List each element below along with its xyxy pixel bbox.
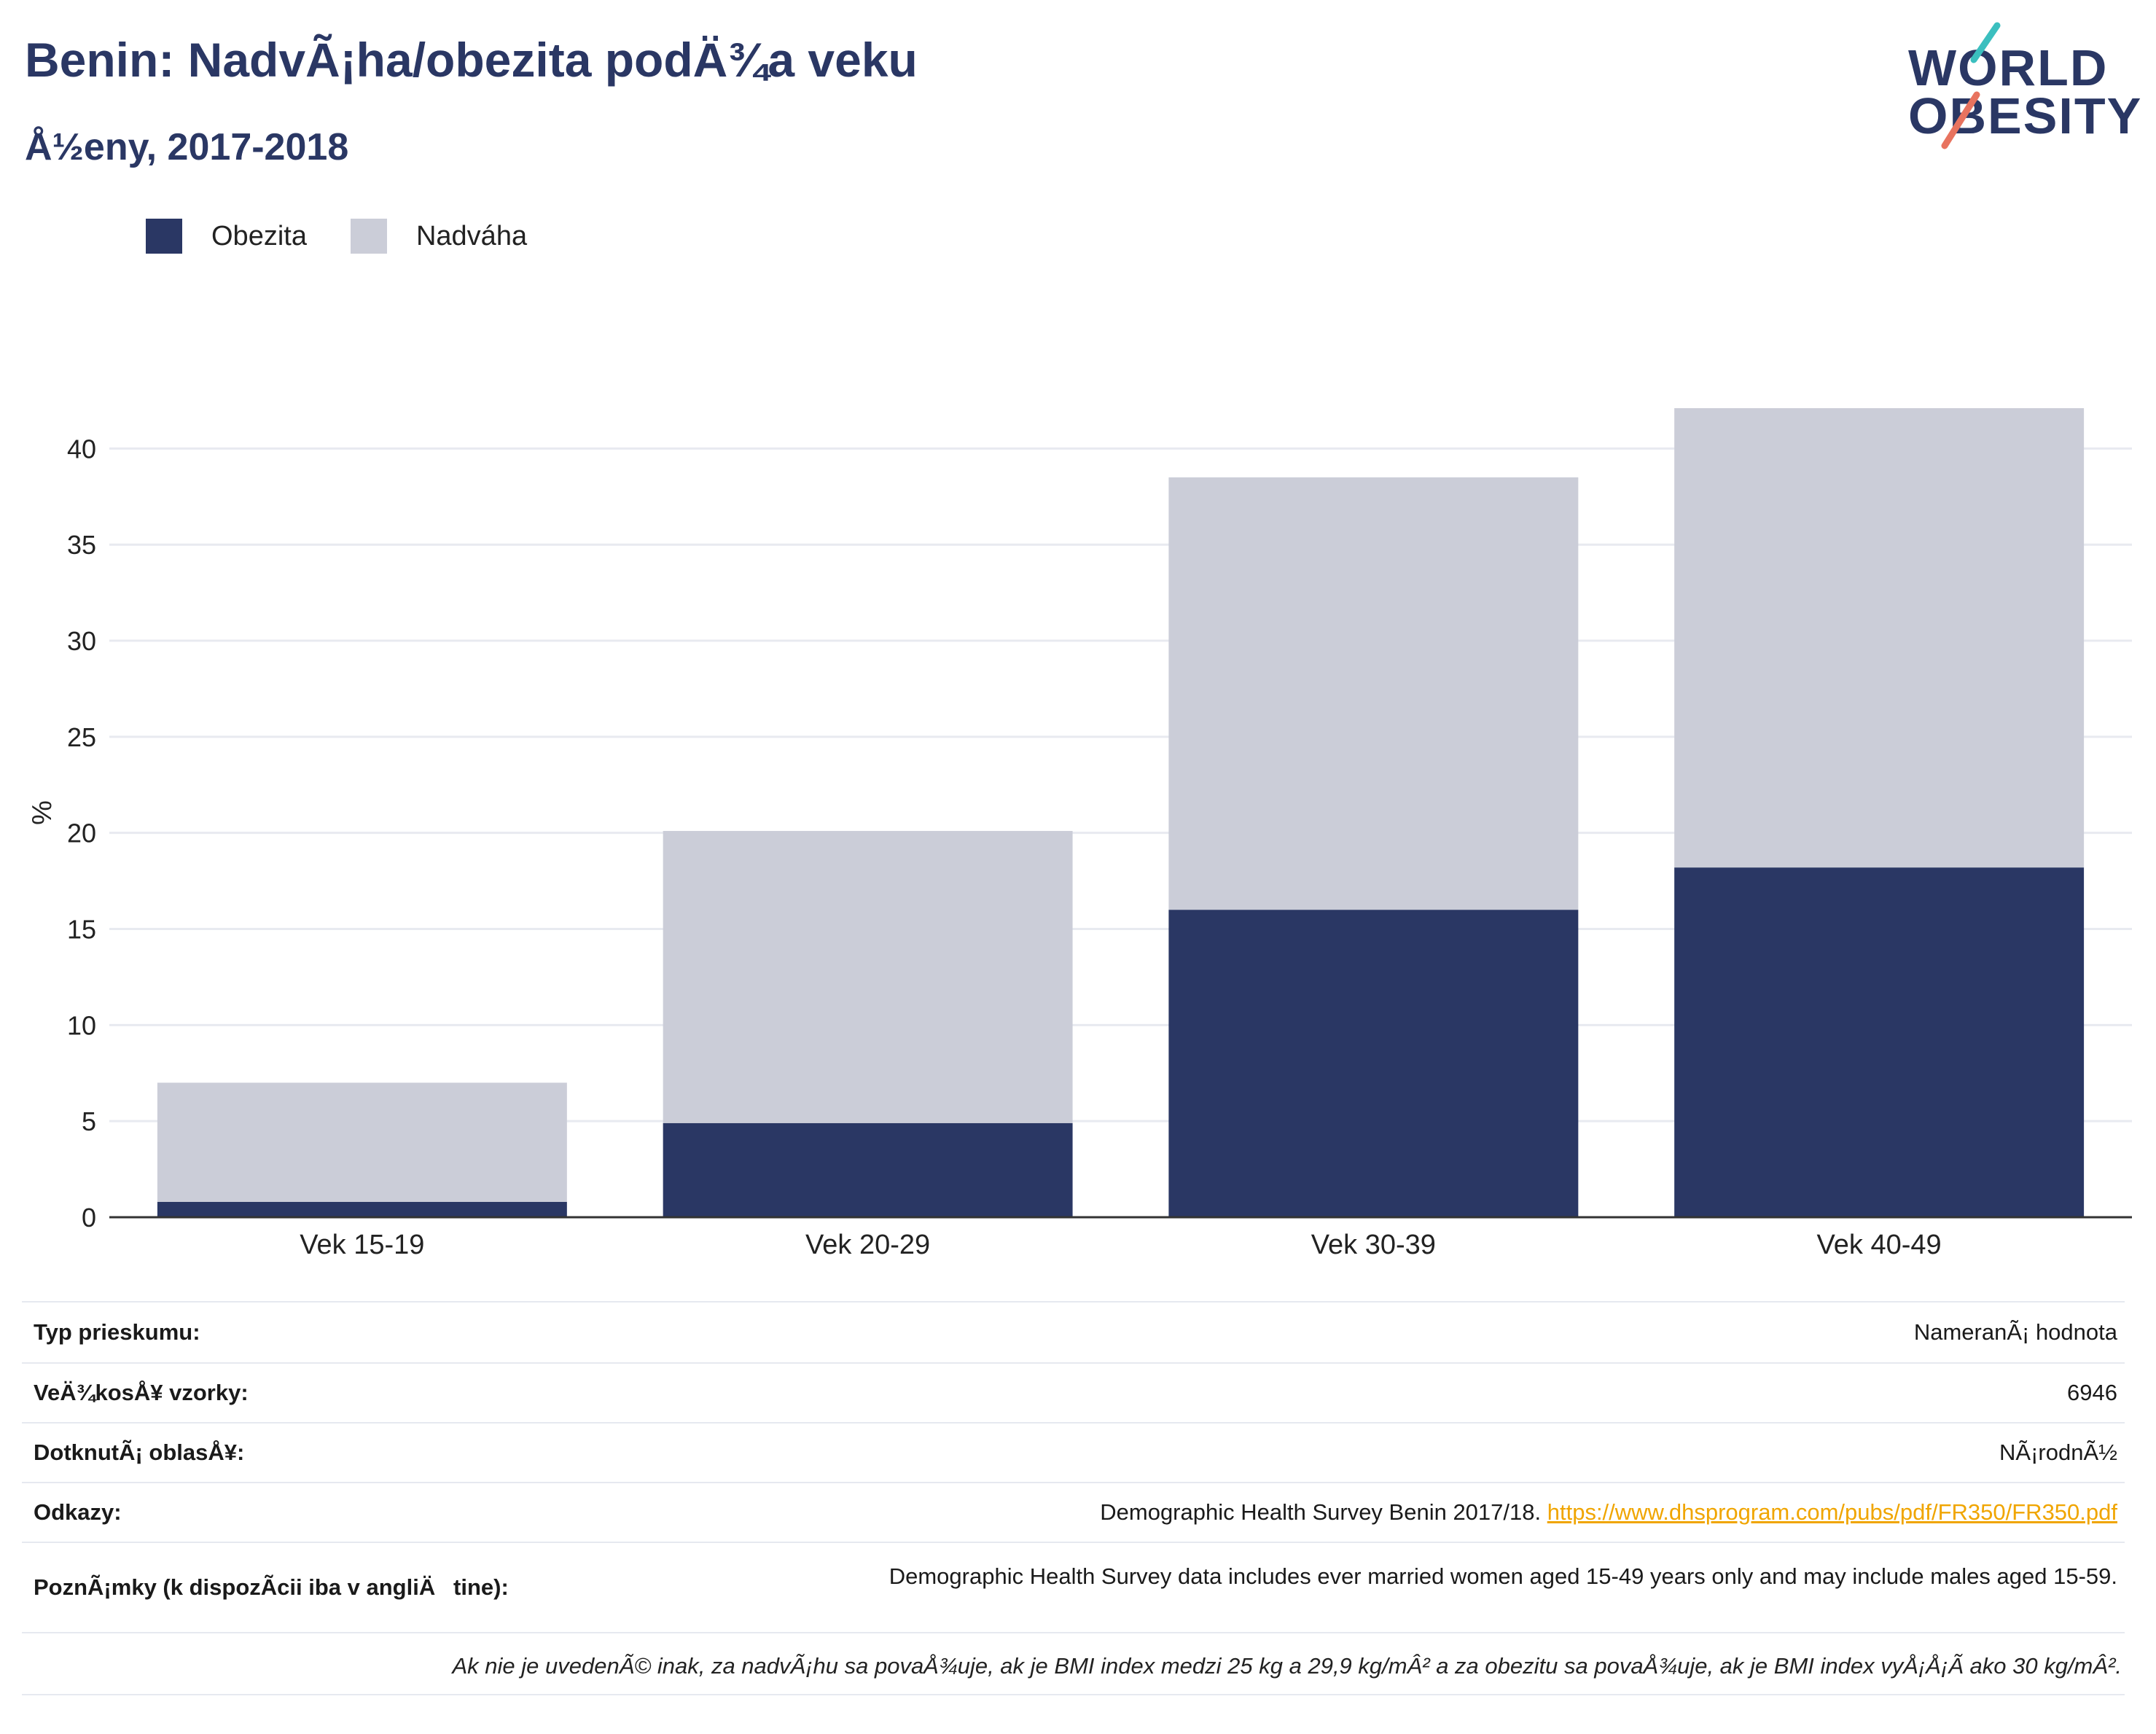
bar-obezita-1 — [157, 1201, 567, 1217]
info-row-area: DotknutÃ¡ oblasÅ¥: NÃ¡rodnÃ½ — [22, 1423, 2125, 1483]
page-subtitle: Å½eny, 2017-2018 — [25, 126, 349, 168]
x-tick-label: Vek 30-39 — [1311, 1230, 1436, 1260]
page-title: Benin: NadvÃ¡ha/obezita podÄ¾a veku — [25, 33, 918, 87]
x-tick-label: Vek 40-49 — [1817, 1230, 1942, 1260]
info-value: NÃ¡rodnÃ½ — [544, 1423, 2125, 1483]
info-row-references: Odkazy: Demographic Health Survey Benin … — [22, 1483, 2125, 1543]
bar-obezita-4 — [1674, 867, 2085, 1217]
logo-line-1: WORLD — [1908, 39, 2109, 96]
y-tick-label: 35 — [67, 530, 96, 560]
legend-swatch-nadvaha — [350, 219, 387, 254]
x-tick-label: Vek 15-19 — [300, 1230, 424, 1260]
y-tick-label: 0 — [82, 1203, 96, 1233]
info-row-sample-size: VeÄ¾kosÅ¥ vzorky: 6946 — [22, 1363, 2125, 1423]
logo-slash-icon — [1941, 22, 2001, 149]
bar-nadvha-3 — [1168, 477, 1579, 910]
info-value: Demographic Health Survey Benin 2017/18.… — [544, 1483, 2125, 1543]
bar-nadvha-2 — [663, 831, 1073, 1123]
y-tick-label: 5 — [82, 1106, 96, 1136]
legend-label-obezita: Obezita — [211, 220, 307, 251]
y-tick-label: 25 — [67, 722, 96, 752]
x-tick-label: Vek 20-29 — [805, 1230, 930, 1260]
info-row-notes: PoznÃ¡mky (k dispozÃ­cii iba v angliÄti… — [22, 1542, 2125, 1633]
bar-obezita-2 — [663, 1122, 1073, 1217]
reference-link[interactable]: https://www.dhsprogram.com/pubs/pdf/FR35… — [1547, 1499, 2117, 1525]
info-value: 6946 — [544, 1363, 2125, 1423]
y-axis-label: % — [27, 800, 58, 825]
world-obesity-logo: WORLD OBESITY — [1895, 22, 2143, 153]
bar-nadvha-1 — [157, 1082, 567, 1202]
bar-obezita-3 — [1168, 910, 1579, 1217]
info-key: DotknutÃ¡ oblasÅ¥: — [22, 1423, 544, 1483]
info-value: Demographic Health Survey data includes … — [544, 1542, 2125, 1633]
y-tick-label: 30 — [67, 626, 96, 656]
info-key: VeÄ¾kosÅ¥ vzorky: — [22, 1363, 544, 1423]
chart-legend: Obezita Nadváha — [146, 216, 571, 257]
info-table: Typ prieskumu: NameranÃ¡ hodnota VeÄ¾kos… — [22, 1301, 2125, 1633]
logo-line-2: OBESITY — [1908, 87, 2143, 144]
info-key: PoznÃ¡mky (k dispozÃ­cii iba v angliÄti… — [22, 1542, 544, 1633]
info-key: Odkazy: — [22, 1483, 544, 1543]
y-tick-label: 40 — [67, 434, 96, 464]
legend-item-obezita[interactable]: Obezita — [146, 219, 307, 254]
y-tick-label: 10 — [67, 1010, 96, 1040]
y-tick-label: 15 — [67, 915, 96, 945]
legend-item-nadvaha[interactable]: Nadváha — [350, 219, 528, 254]
legend-label-nadvaha: Nadváha — [415, 220, 528, 251]
info-key: Typ prieskumu: — [22, 1301, 544, 1364]
reference-text: Demographic Health Survey Benin 2017/18. — [1100, 1499, 1547, 1525]
info-value: NameranÃ¡ hodnota — [544, 1301, 2125, 1364]
footnote: Ak nie je uvedenÃ© inak, za nadvÃ¡hu sa … — [452, 1653, 2122, 1679]
divider — [22, 1694, 2125, 1695]
legend-swatch-obezita — [146, 219, 182, 254]
stacked-bar-chart: 0 5 10 15 20 25 30 35 40% Vek 15-19 Vek 20-29 Vek 3… — [27, 408, 2132, 1260]
y-tick-label: 20 — [67, 819, 96, 848]
info-row-survey-type: Typ prieskumu: NameranÃ¡ hodnota — [22, 1301, 2125, 1364]
bar-nadvha-4 — [1674, 408, 2085, 868]
